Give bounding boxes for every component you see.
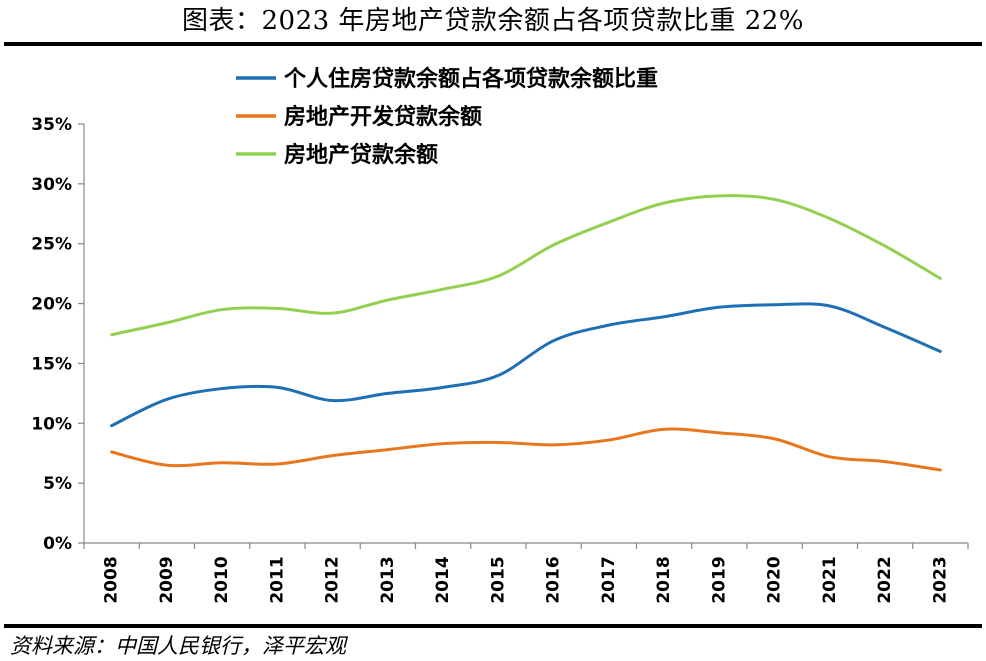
x-tick-label: 2010 xyxy=(212,556,232,603)
x-tick-label: 2020 xyxy=(765,556,785,603)
x-tick-label: 2015 xyxy=(488,556,508,603)
x-tick-label: 2017 xyxy=(599,556,619,603)
y-tick-label: 35% xyxy=(31,115,72,135)
source-note: 资料来源：中国人民银行，泽平宏观 xyxy=(10,634,346,658)
bottom-rule xyxy=(4,624,982,628)
x-tick-label: 2009 xyxy=(157,556,177,603)
x-tick-label: 2023 xyxy=(930,556,950,603)
y-tick-label: 20% xyxy=(31,295,72,315)
y-tick-label: 25% xyxy=(31,235,72,255)
series-line-0 xyxy=(110,302,942,428)
page-title: 图表：2023 年房地产贷款余额占各项贷款比重 22% xyxy=(182,6,804,36)
x-tick-label: 2019 xyxy=(709,556,729,603)
y-axis-ticks: 0% 5% 10% 15% 20% 25% 30% 35% xyxy=(31,115,84,554)
x-tick-label: 2014 xyxy=(433,556,453,603)
x-tick-label: 2012 xyxy=(323,556,343,603)
y-tick-label: 10% xyxy=(31,414,72,434)
x-tick-label: 2008 xyxy=(102,556,122,603)
y-tick-label: 30% xyxy=(31,175,72,195)
x-tick-label: 2011 xyxy=(267,556,287,603)
x-tick-label: 2013 xyxy=(378,556,398,603)
top-rule xyxy=(4,42,982,46)
series-line-1 xyxy=(110,427,942,472)
y-tick-label: 5% xyxy=(43,474,72,494)
series-line-2 xyxy=(110,194,942,337)
y-tick-label: 0% xyxy=(43,534,72,554)
y-tick-label: 15% xyxy=(31,354,72,374)
x-tick-label: 2018 xyxy=(654,556,674,603)
x-tick-label: 2022 xyxy=(875,556,895,603)
legend-label-1: 房地产开发贷款余额 xyxy=(284,104,482,130)
x-tick-label: 2021 xyxy=(820,556,840,603)
plot-axes xyxy=(83,124,968,544)
series-lines xyxy=(110,194,942,472)
x-tick-label: 2016 xyxy=(544,556,564,603)
x-axis-ticks: 2008 2009 2010 2011 2012 2013 2014 2015 2016 2017… xyxy=(83,543,969,604)
legend-label-2: 房地产贷款余额 xyxy=(284,142,438,168)
legend-label-0: 个人住房贷款余额占各项贷款余额比重 xyxy=(284,66,658,92)
